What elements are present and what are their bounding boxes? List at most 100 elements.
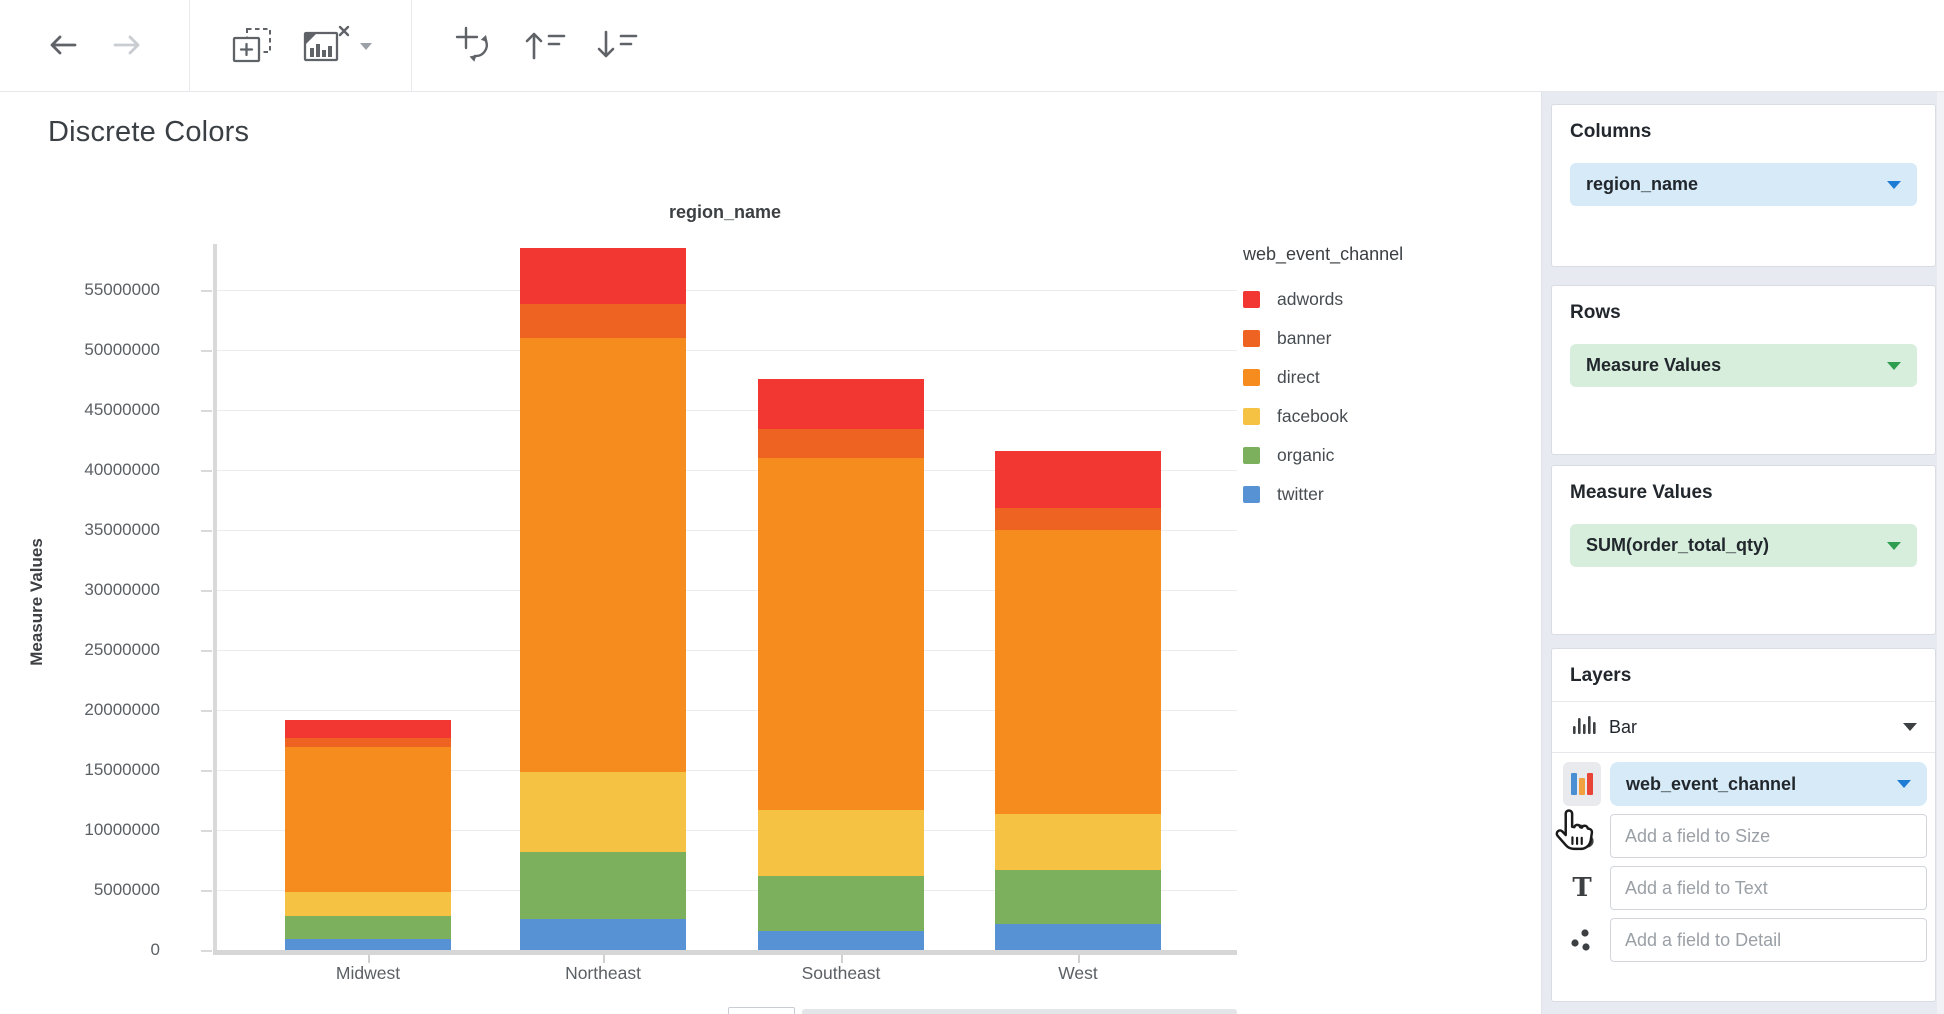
legend-label: twitter [1277,484,1324,504]
bar-segment-organic-west[interactable] [995,869,1161,924]
bar-segment-twitter-midwest[interactable] [285,939,451,950]
add-visualization-button[interactable] [224,0,280,92]
legend-label: adwords [1277,289,1344,309]
chevron-down-icon[interactable] [1887,180,1901,189]
bar-segment-facebook-northeast[interactable] [520,772,686,852]
y-tick-mark [201,770,212,772]
y-tick-label: 40000000 [84,460,160,479]
field-pill-measure-values[interactable]: Measure Values [1570,344,1917,387]
legend-item-facebook[interactable]: facebook [1243,406,1403,427]
y-tick-label: 50000000 [84,340,160,359]
bar-segment-facebook-midwest[interactable] [285,892,451,917]
page-title: Discrete Colors [48,116,250,148]
legend: web_event_channel adwords banner direct fac… [1243,244,1403,523]
chevron-down-icon[interactable] [1887,361,1901,370]
layer-type-label: Bar [1609,716,1638,737]
panel-measure-values: Measure Values SUM(order_total_qty) [1551,465,1936,635]
bar-segment-facebook-southeast[interactable] [758,809,924,876]
sort-ascending-button[interactable] [514,0,576,92]
bar-segment-banner-west[interactable] [995,508,1161,530]
bar-segment-banner-northeast[interactable] [520,304,686,338]
sort-descending-button[interactable] [586,0,648,92]
gridline [217,350,1237,351]
size-field-input[interactable]: Add a field to Size [1610,814,1927,858]
gridline [217,590,1237,591]
bar-segment-twitter-southeast[interactable] [758,930,924,950]
chevron-down-icon[interactable] [1897,780,1911,788]
add-visualization-icon [229,24,275,69]
legend-swatch-icon [1243,447,1260,464]
y-tick-label: 35000000 [84,520,160,539]
text-field-input[interactable]: Add a field to Text [1610,866,1927,910]
sort-ascending-icon [523,28,567,65]
x-category-label: West [1058,963,1098,983]
bar-segment-adwords-northeast[interactable] [520,248,686,305]
legend-label: organic [1277,445,1335,465]
legend-swatch-icon [1243,486,1260,503]
y-tick-mark [201,290,212,292]
x-category-label: Northeast [565,963,641,983]
bar-segment-direct-southeast[interactable] [758,458,924,810]
bar-segment-direct-west[interactable] [995,530,1161,815]
legend-item-direct[interactable]: direct [1243,367,1403,388]
bar-segment-banner-southeast[interactable] [758,429,924,458]
chart-scrollbar-cutoff[interactable] [802,1009,1237,1014]
legend-title: web_event_channel [1243,244,1404,264]
bar-segment-adwords-west[interactable] [995,450,1161,509]
bar-segment-banner-midwest[interactable] [285,737,451,748]
legend-swatch-icon [1243,330,1260,347]
field-pill-region-name[interactable]: region_name [1570,163,1917,206]
legend-label: facebook [1277,406,1349,426]
legend-item-banner[interactable]: banner [1243,328,1403,349]
chart-control-cutoff[interactable] [728,1007,795,1014]
chevron-down-icon[interactable] [1887,541,1901,550]
toolbar-divider [189,0,190,92]
gridline [217,830,1237,831]
panel-title: Rows [1570,302,1621,323]
bar-segment-adwords-southeast[interactable] [758,378,924,430]
field-pill-sum-order-total-qty[interactable]: SUM(order_total_qty) [1570,524,1917,567]
bar-segment-adwords-midwest[interactable] [285,719,451,738]
bar-segment-organic-midwest[interactable] [285,916,451,940]
chevron-down-icon[interactable] [1903,723,1917,731]
swap-axes-button[interactable] [446,0,502,92]
y-axis-line [213,244,217,955]
y-tick-label: 0 [150,940,160,959]
bar-segment-twitter-west[interactable] [995,923,1161,950]
bar-segment-direct-midwest[interactable] [285,747,451,893]
bar-segment-twitter-northeast[interactable] [520,918,686,950]
field-pill-label: web_event_channel [1626,773,1797,794]
toolbar-divider [411,0,412,92]
legend-item-adwords[interactable]: adwords [1243,289,1403,310]
y-tick-label: 5000000 [93,880,160,899]
sort-descending-icon [595,28,639,65]
legend-item-twitter[interactable]: twitter [1243,484,1403,505]
detail-field-input[interactable]: Add a field to Detail [1610,918,1927,962]
x-tick-mark [368,955,370,963]
field-pill-label: region_name [1586,174,1699,194]
bar-segment-facebook-west[interactable] [995,814,1161,870]
y-tick-mark [201,410,212,412]
y-tick-mark [201,530,212,532]
remove-visualization-button[interactable] [296,0,378,92]
x-category-label: Southeast [801,963,881,983]
y-tick-label: 45000000 [84,400,160,419]
panel-title: Columns [1570,121,1652,142]
legend-swatch-icon [1243,291,1260,308]
chart-region: Discrete Colors region_name Measure Valu… [0,92,1541,1014]
y-tick-mark [201,950,212,952]
layer-type-selector[interactable]: Bar [1552,701,1935,753]
dropdown-caret-icon [359,39,373,54]
gridline [217,710,1237,711]
bar-segment-organic-northeast[interactable] [520,851,686,919]
bar-segment-direct-northeast[interactable] [520,338,686,773]
y-tick-label: 20000000 [84,700,160,719]
toolbar [0,0,1944,92]
legend-item-organic[interactable]: organic [1243,445,1403,466]
color-shelf-icon[interactable] [1563,762,1601,806]
back-button[interactable] [36,0,88,92]
forward-button[interactable] [102,0,154,92]
field-pill-web-event-channel[interactable]: web_event_channel [1610,762,1927,806]
bar-segment-organic-southeast[interactable] [758,875,924,931]
y-tick-mark [201,350,212,352]
